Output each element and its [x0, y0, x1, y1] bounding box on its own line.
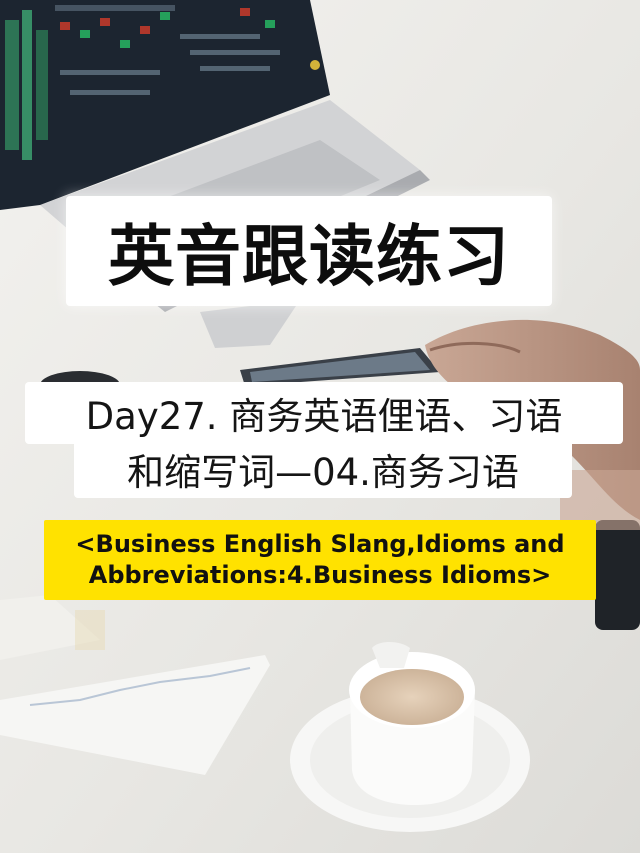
watch	[595, 520, 640, 630]
banner-line2: Abbreviations:4.Business Idioms>	[88, 561, 552, 589]
subtitle-line2: 和缩写词—04.商务习语	[127, 451, 519, 494]
title-caption: 英音跟读练习	[66, 196, 552, 306]
subtitle-caption-line1: Day27. 商务英语俚语、习语	[25, 382, 623, 444]
english-banner: <Business English Slang,Idioms and Abbre…	[44, 520, 596, 600]
paper-sheet	[0, 655, 270, 775]
banner-line1: <Business English Slang,Idioms and	[75, 530, 565, 558]
page-title: 英音跟读练习	[108, 218, 510, 295]
subtitle-caption-line2: 和缩写词—04.商务习语	[74, 440, 572, 498]
subtitle-line1: Day27. 商务英语俚语、习语	[85, 395, 563, 438]
